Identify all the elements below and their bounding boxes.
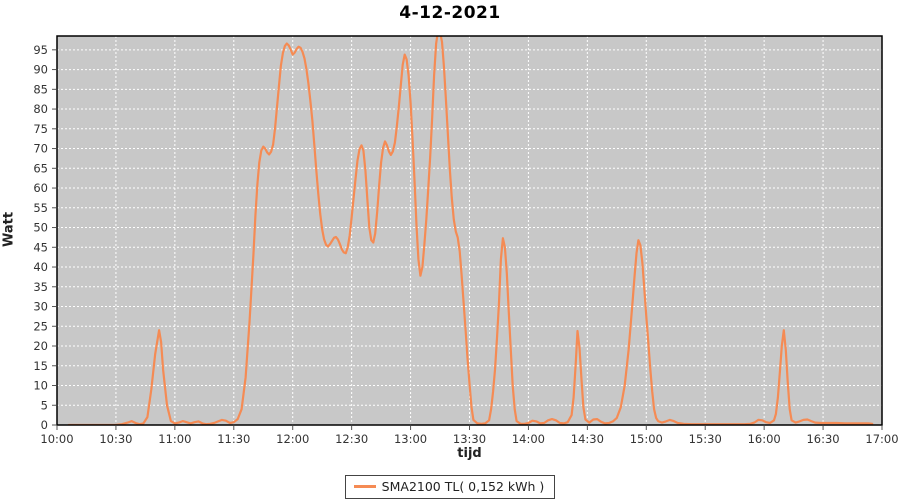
legend-series-label: SMA2100 TL( 0,152 kWh ) — [381, 479, 545, 494]
series-line — [67, 36, 874, 425]
y-tick-label: 35 — [33, 280, 48, 294]
x-tick-label: 10:30 — [99, 432, 132, 446]
x-tick-label: 12:30 — [335, 432, 368, 446]
y-tick-label: 45 — [33, 240, 48, 254]
x-axis-label: tijd — [457, 446, 482, 461]
y-tick-label: 15 — [33, 359, 48, 373]
x-tick-label: 14:00 — [512, 432, 545, 446]
y-tick-label: 40 — [33, 260, 48, 274]
y-tick-label: 20 — [33, 339, 48, 353]
x-tick-label: 17:00 — [865, 432, 898, 446]
x-tick-label: 11:00 — [158, 432, 191, 446]
plot-background — [57, 36, 882, 425]
y-tick-label: 75 — [33, 122, 48, 136]
legend-series-swatch — [353, 485, 376, 488]
y-tick-label: 80 — [33, 102, 48, 116]
x-tick-label: 11:30 — [217, 432, 250, 446]
y-tick-label: 0 — [41, 418, 48, 432]
y-axis-label: Watt — [1, 211, 17, 248]
chart-title: 4-12-2021 — [399, 3, 501, 23]
plot-border — [56, 35, 883, 426]
x-tick-label: 13:30 — [453, 432, 486, 446]
legend: SMA2100 TL( 0,152 kWh ) — [0, 475, 900, 499]
y-tick-label: 95 — [33, 43, 48, 57]
y-tick-label: 70 — [33, 142, 48, 156]
y-tick-label: 90 — [33, 63, 48, 77]
y-tick-label: 10 — [33, 379, 48, 393]
y-tick-label: 60 — [33, 181, 48, 195]
x-tick-label: 14:30 — [571, 432, 604, 446]
x-tick-label: 12:00 — [276, 432, 309, 446]
x-tick-label: 10:00 — [40, 432, 73, 446]
legend-box: SMA2100 TL( 0,152 kWh ) — [344, 475, 556, 499]
y-tick-label: 5 — [41, 398, 48, 412]
y-tick-label: 30 — [33, 300, 48, 314]
y-tick-label: 85 — [33, 82, 48, 96]
x-tick-label: 16:00 — [748, 432, 781, 446]
y-tick-label: 50 — [33, 221, 48, 235]
y-tick-label: 55 — [33, 201, 48, 215]
x-tick-label: 13:00 — [394, 432, 427, 446]
x-tick-label: 15:00 — [630, 432, 663, 446]
y-tick-label: 25 — [33, 319, 48, 333]
x-tick-label: 16:30 — [806, 432, 839, 446]
x-tick-label: 15:30 — [689, 432, 722, 446]
y-tick-label: 65 — [33, 161, 48, 175]
